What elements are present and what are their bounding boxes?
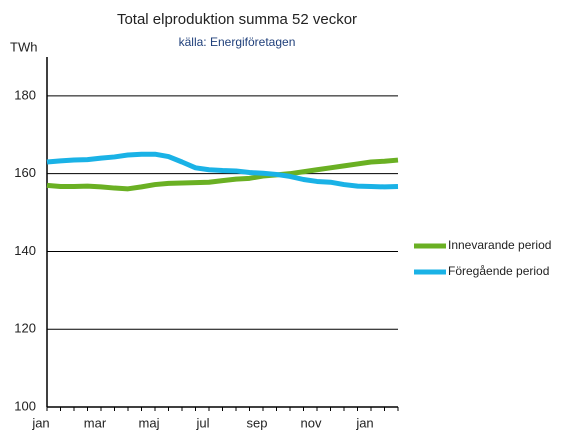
x-tick-label: jul xyxy=(195,415,209,430)
y-axis-label: TWh xyxy=(10,39,37,54)
x-tick-label: nov xyxy=(301,415,322,430)
y-tick-label: 100 xyxy=(14,398,36,413)
x-tick-label: sep xyxy=(247,415,268,430)
series-line xyxy=(46,157,399,192)
y-tick-label: 180 xyxy=(14,87,36,102)
chart-subtitle: källa: Energiföretagen xyxy=(179,35,296,49)
legend-label: Innevarande period xyxy=(448,238,551,252)
x-tick-label: mar xyxy=(84,415,107,430)
x-tick-label: jan xyxy=(31,415,49,430)
series-line xyxy=(46,151,399,190)
x-tick-label: maj xyxy=(139,415,160,430)
chart-title: Total elproduktion summa 52 veckor xyxy=(117,11,357,28)
legend-label: Föregående period xyxy=(448,264,549,278)
y-tick-label: 140 xyxy=(14,243,36,258)
y-tick-label: 120 xyxy=(14,321,36,336)
y-tick-label: 160 xyxy=(14,165,36,180)
x-tick-label: jan xyxy=(355,415,373,430)
